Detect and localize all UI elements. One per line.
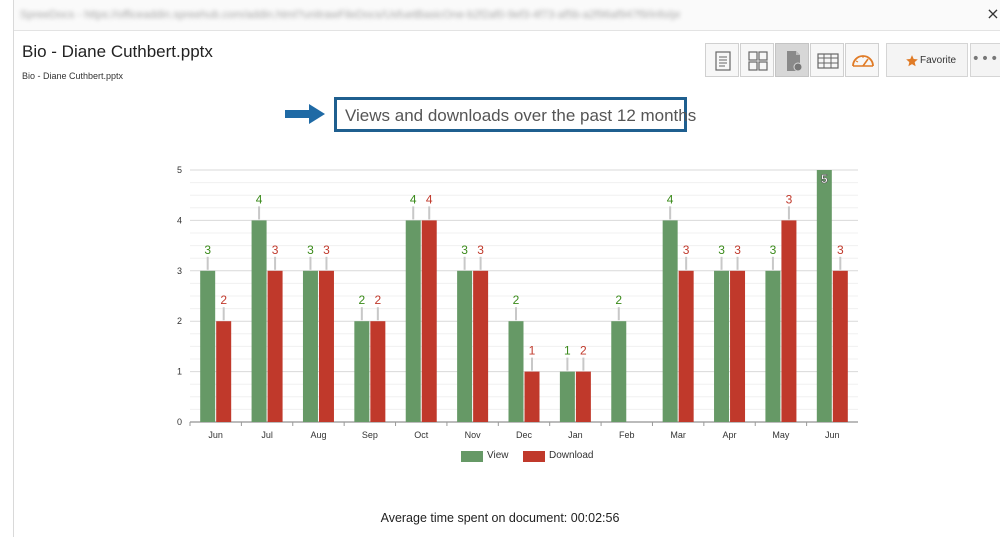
- y-tick-label: 4: [177, 215, 182, 225]
- favorite-button[interactable]: Favorite: [886, 43, 968, 77]
- more-options-button[interactable]: •••: [970, 43, 1000, 77]
- legend-label-view: View: [487, 450, 509, 461]
- data-label-download: 3: [323, 243, 330, 257]
- y-tick-label: 0: [177, 417, 182, 427]
- x-tick-label: Mar: [670, 430, 686, 440]
- bar-download: [473, 270, 489, 422]
- bar-download: [524, 371, 540, 422]
- data-label-view: 3: [307, 243, 314, 257]
- data-label-download: 3: [734, 243, 741, 257]
- data-label-download: 3: [683, 243, 690, 257]
- bar-download: [421, 220, 437, 422]
- x-tick-label: Jun: [825, 430, 840, 440]
- data-label-view: 2: [615, 293, 622, 307]
- average-time-spent: Average time spent on document: 00:02:56: [380, 511, 620, 525]
- x-tick-label: Oct: [414, 430, 429, 440]
- bar-view: [559, 371, 575, 422]
- bar-view: [611, 321, 627, 422]
- window-title-bar: SpreeDocs - https://officeaddin.spreehub…: [14, 0, 1000, 31]
- data-label-view: 4: [410, 192, 417, 206]
- star-icon: [906, 55, 918, 67]
- bar-view: [457, 270, 473, 422]
- x-tick-label: May: [772, 430, 790, 440]
- bar-view: [302, 270, 318, 422]
- data-label-view: 3: [770, 243, 777, 257]
- favorite-label: Favorite: [920, 55, 957, 66]
- bar-download: [730, 270, 746, 422]
- bar-view: [508, 321, 524, 422]
- analytics-gauge-icon: [852, 55, 874, 67]
- analytics-button[interactable]: [845, 43, 879, 77]
- data-label-view: 4: [667, 192, 674, 206]
- y-tick-label: 2: [177, 316, 182, 326]
- legend-label-download: Download: [549, 450, 594, 461]
- bar-download: [832, 270, 848, 422]
- x-tick-label: Jun: [208, 430, 223, 440]
- y-tick-label: 1: [177, 367, 182, 377]
- data-label-view: 4: [256, 192, 263, 206]
- bar-download: [267, 270, 283, 422]
- list-view-button[interactable]: [705, 43, 739, 77]
- document-subtitle: Bio - Diane Cuthbert.pptx: [22, 71, 124, 81]
- bar-view: [251, 220, 267, 422]
- x-tick-label: Apr: [723, 430, 737, 440]
- window-url: SpreeDocs - https://officeaddin.spreehub…: [20, 9, 680, 21]
- document-info-icon: [787, 51, 803, 72]
- chart-heading-box: Views and downloads over the past 12 mon…: [334, 97, 696, 132]
- x-tick-label: Jul: [261, 430, 273, 440]
- x-tick-label: Feb: [619, 430, 635, 440]
- data-label-download: 4: [426, 192, 433, 206]
- grid-view-icon: [748, 51, 768, 71]
- data-label-download: 2: [220, 293, 227, 307]
- data-label-download: 3: [477, 243, 484, 257]
- data-label-download: 3: [272, 243, 279, 257]
- bar-view: [354, 321, 370, 422]
- bar-download: [781, 220, 797, 422]
- bar-download: [575, 371, 591, 422]
- x-tick-label: Aug: [310, 430, 326, 440]
- y-tick-label: 5: [177, 165, 182, 175]
- data-label-view: 3: [461, 243, 468, 257]
- bar-view: [662, 220, 678, 422]
- bar-view: [405, 220, 421, 422]
- document-info-button[interactable]: [775, 43, 809, 77]
- data-label-download: 3: [786, 192, 793, 206]
- data-label-view: 5: [821, 172, 828, 186]
- data-label-view: 3: [204, 243, 211, 257]
- bar-download: [216, 321, 232, 422]
- table-view-icon: [817, 53, 839, 69]
- legend-swatch-download: [523, 451, 545, 462]
- chart-heading: Views and downloads over the past 12 mon…: [345, 106, 697, 125]
- x-tick-label: Nov: [465, 430, 482, 440]
- bar-view: [200, 270, 216, 422]
- bar-download: [370, 321, 386, 422]
- bar-view: [816, 170, 832, 422]
- arrow-right-icon: [285, 104, 325, 124]
- data-label-download: 2: [580, 344, 587, 358]
- y-tick-label: 3: [177, 266, 182, 276]
- data-label-view: 2: [513, 293, 520, 307]
- data-label-view: 2: [359, 293, 366, 307]
- close-icon[interactable]: ×: [986, 4, 1000, 23]
- document-title: Bio - Diane Cuthbert.pptx: [22, 42, 213, 61]
- data-label-view: 3: [718, 243, 725, 257]
- list-view-icon: [715, 51, 731, 71]
- legend-swatch-view: [461, 451, 483, 462]
- bar-view: [714, 270, 730, 422]
- grid-view-button[interactable]: [740, 43, 774, 77]
- data-label-download: 3: [837, 243, 844, 257]
- bar-download: [318, 270, 334, 422]
- x-tick-label: Sep: [362, 430, 378, 440]
- x-tick-label: Dec: [516, 430, 533, 440]
- table-view-button[interactable]: [810, 43, 844, 77]
- data-label-view: 1: [564, 344, 571, 358]
- data-label-download: 2: [375, 293, 382, 307]
- bar-view: [765, 270, 781, 422]
- pane-divider: [13, 0, 14, 537]
- bar-download: [678, 270, 694, 422]
- data-label-download: 1: [529, 344, 536, 358]
- x-tick-label: Jan: [568, 430, 583, 440]
